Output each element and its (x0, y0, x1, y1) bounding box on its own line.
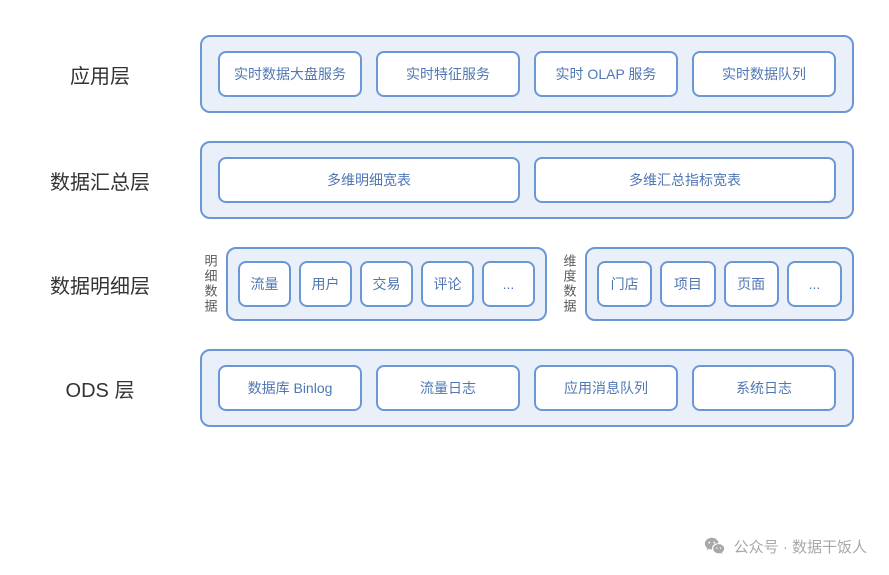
watermark-text: 公众号 · 数据干饭人 (734, 536, 867, 557)
app-box-0: 实时数据大盘服务 (218, 51, 362, 97)
detail0-box-2: 交易 (360, 261, 413, 307)
detail1-box-2: 页面 (724, 261, 779, 307)
detail-group-0-vlabel: 明细数据 (200, 247, 220, 321)
ods-box-2: 应用消息队列 (534, 365, 678, 411)
app-box-2: 实时 OLAP 服务 (534, 51, 678, 97)
app-box-1: 实时特征服务 (376, 51, 520, 97)
detail1-box-0: 门店 (597, 261, 652, 307)
app-box-3: 实时数据队列 (692, 51, 836, 97)
layer-ods-container: 数据库 Binlog 流量日志 应用消息队列 系统日志 (200, 349, 854, 427)
summary-box-0: 多维明细宽表 (218, 157, 520, 203)
detail0-box-3: 评论 (421, 261, 474, 307)
layer-app-body: 实时数据大盘服务 实时特征服务 实时 OLAP 服务 实时数据队列 (200, 35, 854, 113)
detail0-box-0: 流量 (238, 261, 291, 307)
detail-group-0: 明细数据 流量 用户 交易 评论 ... (200, 247, 547, 321)
detail-group-1: 维度数据 门店 项目 页面 ... (559, 247, 854, 321)
ods-box-0: 数据库 Binlog (218, 365, 362, 411)
layer-detail-body: 明细数据 流量 用户 交易 评论 ... 维度数据 门店 项目 页面 ... (200, 247, 854, 321)
layer-app-container: 实时数据大盘服务 实时特征服务 实时 OLAP 服务 实时数据队列 (200, 35, 854, 113)
layer-app: 应用层 实时数据大盘服务 实时特征服务 实时 OLAP 服务 实时数据队列 (0, 35, 854, 113)
summary-box-1: 多维汇总指标宽表 (534, 157, 836, 203)
ods-box-3: 系统日志 (692, 365, 836, 411)
layer-detail: 数据明细层 明细数据 流量 用户 交易 评论 ... 维度数据 门店 项目 页面… (0, 247, 854, 321)
detail1-box-1: 项目 (660, 261, 715, 307)
wechat-icon (704, 535, 726, 557)
detail-group-0-container: 流量 用户 交易 评论 ... (226, 247, 547, 321)
layer-ods-label: ODS 层 (0, 374, 200, 403)
layer-ods-body: 数据库 Binlog 流量日志 应用消息队列 系统日志 (200, 349, 854, 427)
layer-summary-label: 数据汇总层 (0, 166, 200, 195)
layer-detail-label: 数据明细层 (0, 270, 200, 299)
watermark: 公众号 · 数据干饭人 (704, 535, 867, 557)
layer-summary: 数据汇总层 多维明细宽表 多维汇总指标宽表 (0, 141, 854, 219)
detail0-box-1: 用户 (299, 261, 352, 307)
layer-ods: ODS 层 数据库 Binlog 流量日志 应用消息队列 系统日志 (0, 349, 854, 427)
layer-app-label: 应用层 (0, 60, 200, 89)
ods-box-1: 流量日志 (376, 365, 520, 411)
layer-summary-container: 多维明细宽表 多维汇总指标宽表 (200, 141, 854, 219)
detail-group-1-container: 门店 项目 页面 ... (585, 247, 854, 321)
detail1-box-3: ... (787, 261, 842, 307)
layer-summary-body: 多维明细宽表 多维汇总指标宽表 (200, 141, 854, 219)
detail0-box-4: ... (482, 261, 535, 307)
detail-group-1-vlabel: 维度数据 (559, 247, 579, 321)
